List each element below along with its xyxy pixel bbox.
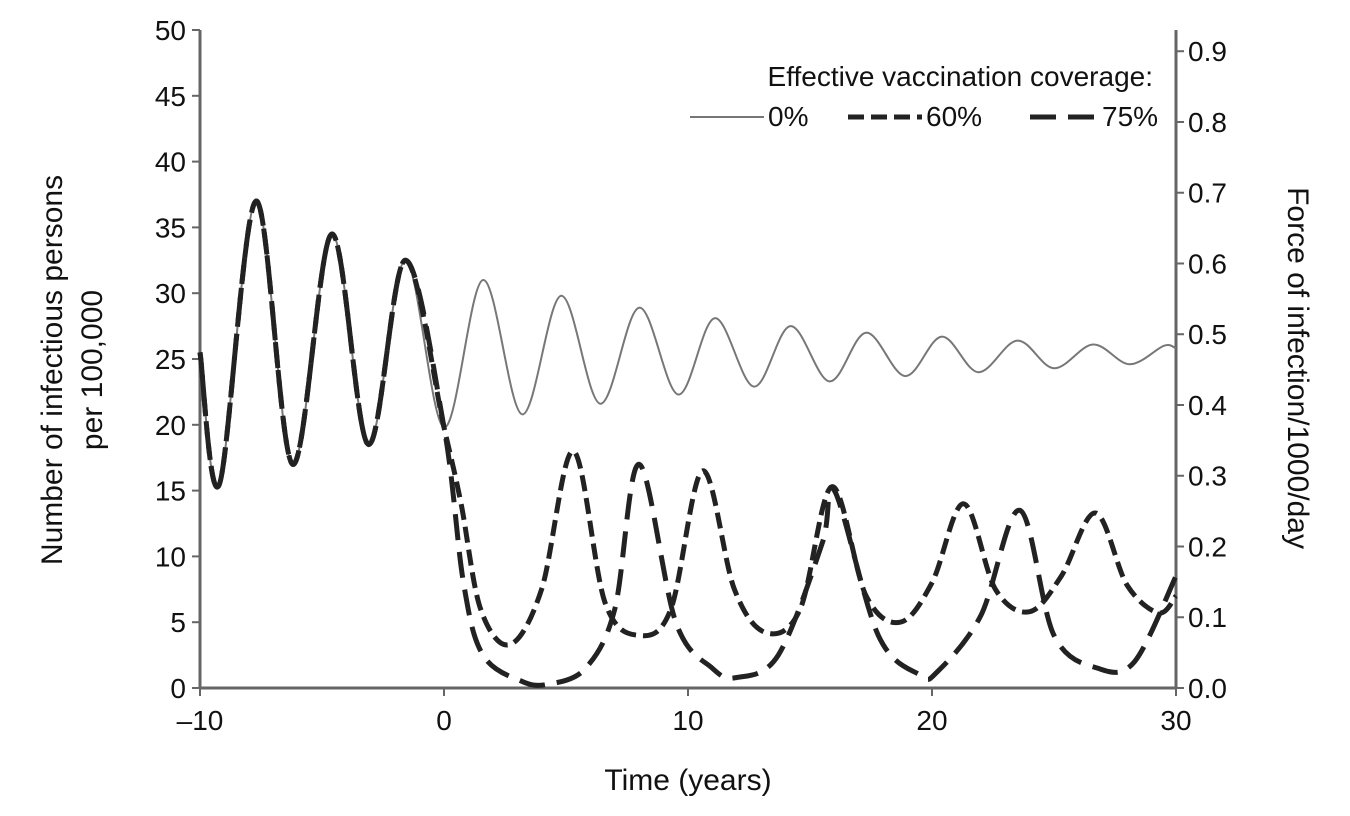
legend-label-1: 60% (926, 101, 982, 132)
y-tick-label: 30 (155, 278, 186, 309)
y2-tick-label: 0.2 (1188, 531, 1227, 562)
y-tick-label: 45 (155, 81, 186, 112)
series-line-2 (197, 198, 1179, 688)
legend-title: Effective vaccination coverage: (768, 61, 1153, 92)
y2-axis-title: Force of infection/1000/day (1281, 187, 1314, 549)
y2-tick-label: 0.3 (1188, 461, 1227, 492)
legend-label-0: 0% (768, 101, 808, 132)
y2-tick-label: 0.6 (1188, 248, 1227, 279)
x-tick-label: –10 (177, 705, 224, 736)
x-tick-label: 20 (916, 705, 947, 736)
x-tick-label: 0 (436, 705, 452, 736)
series-line-1 (197, 198, 1178, 648)
y-tick-label: 40 (155, 147, 186, 178)
y2-tick-label: 0.8 (1188, 107, 1227, 138)
series-line-0 (199, 200, 1177, 489)
y2-tick-label: 0.9 (1188, 36, 1227, 67)
ticks: 0 5 10 15 20 25 30 35 40 45 50 0.0 0.1 0.2 0.3 0.4 0.5 0.… (155, 15, 1227, 736)
x-axis-title: Time (years) (604, 764, 771, 797)
legend-label-2: 75% (1102, 101, 1158, 132)
y-axis-title: Number of infectious persons per 100,000 (36, 175, 109, 565)
y2-tick-label: 0.4 (1188, 390, 1227, 421)
y-axis-title-line: per 100,000 (76, 290, 109, 450)
y-tick-label: 35 (155, 212, 186, 243)
y-axis-title-line: Number of infectious persons (36, 175, 69, 565)
y-tick-label: 20 (155, 410, 186, 441)
legend: Effective vaccination coverage: 0% 60% 75% (690, 61, 1158, 132)
series-lines (197, 198, 1179, 688)
y-tick-label: 5 (170, 607, 186, 638)
y-tick-label: 25 (155, 344, 186, 375)
y-tick-label: 50 (155, 15, 186, 46)
y-tick-label: 10 (155, 541, 186, 572)
y-tick-label: 0 (170, 673, 186, 704)
x-tick-label: 30 (1160, 705, 1191, 736)
axes (198, 30, 1178, 690)
y2-tick-label: 0.0 (1188, 673, 1227, 704)
y2-tick-label: 0.5 (1188, 319, 1227, 350)
y-tick-label: 15 (155, 476, 186, 507)
x-tick-label: 10 (672, 705, 703, 736)
y2-tick-label: 0.1 (1188, 602, 1227, 633)
y2-tick-label: 0.7 (1188, 178, 1227, 209)
